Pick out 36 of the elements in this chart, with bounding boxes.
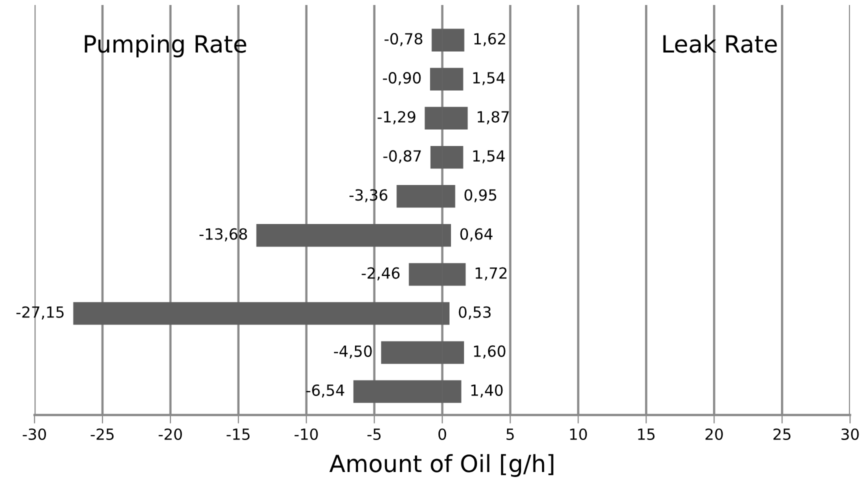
data-label: -6,54 [306, 384, 344, 398]
data-label: 1,54 [473, 72, 505, 86]
data-label: -2,46 [362, 267, 400, 280]
x-tick-label: 0 [438, 428, 446, 440]
x-tick-label: -25 [90, 428, 114, 440]
data-label: -0,90 [382, 72, 421, 86]
data-label: -3,36 [350, 189, 388, 202]
data-label: -0,78 [384, 32, 422, 46]
x-tick-label: 30 [842, 428, 859, 440]
x-tick-label: 25 [773, 428, 790, 440]
annotation: Pumping Rate [84, 34, 246, 58]
x-tick-label: -20 [158, 428, 182, 440]
data-label: 1,40 [471, 384, 503, 398]
data-label: 1,60 [474, 345, 506, 359]
data-label: 1,72 [476, 267, 506, 280]
x-tick-label: 5 [506, 428, 514, 440]
x-tick-label: 20 [706, 428, 723, 440]
x-tick-label: 15 [638, 428, 655, 440]
x-tick-label: -30 [22, 428, 46, 440]
data-label: -0,87 [383, 150, 421, 164]
data-label: 0,95 [464, 189, 496, 202]
data-label: -13,68 [200, 228, 247, 242]
data-label: 1,62 [474, 32, 506, 46]
x-tick-label: -5 [367, 428, 381, 440]
x-tick-label: -15 [226, 428, 250, 440]
annotation: Leak Rate [663, 34, 777, 53]
data-label: -4,50 [334, 345, 372, 359]
data-label: 1,54 [473, 150, 505, 164]
data-label: 1,87 [478, 111, 509, 124]
x-axis-title: Amount of Oil [g/h] [329, 454, 554, 477]
x-tick-label: -10 [294, 428, 318, 440]
data-label: -27,15 [16, 306, 64, 320]
x-tick-label: 10 [570, 428, 587, 440]
data-label: 0,53 [458, 306, 491, 320]
data-label: 0,64 [460, 228, 492, 242]
data-label: -1,29 [378, 111, 416, 124]
